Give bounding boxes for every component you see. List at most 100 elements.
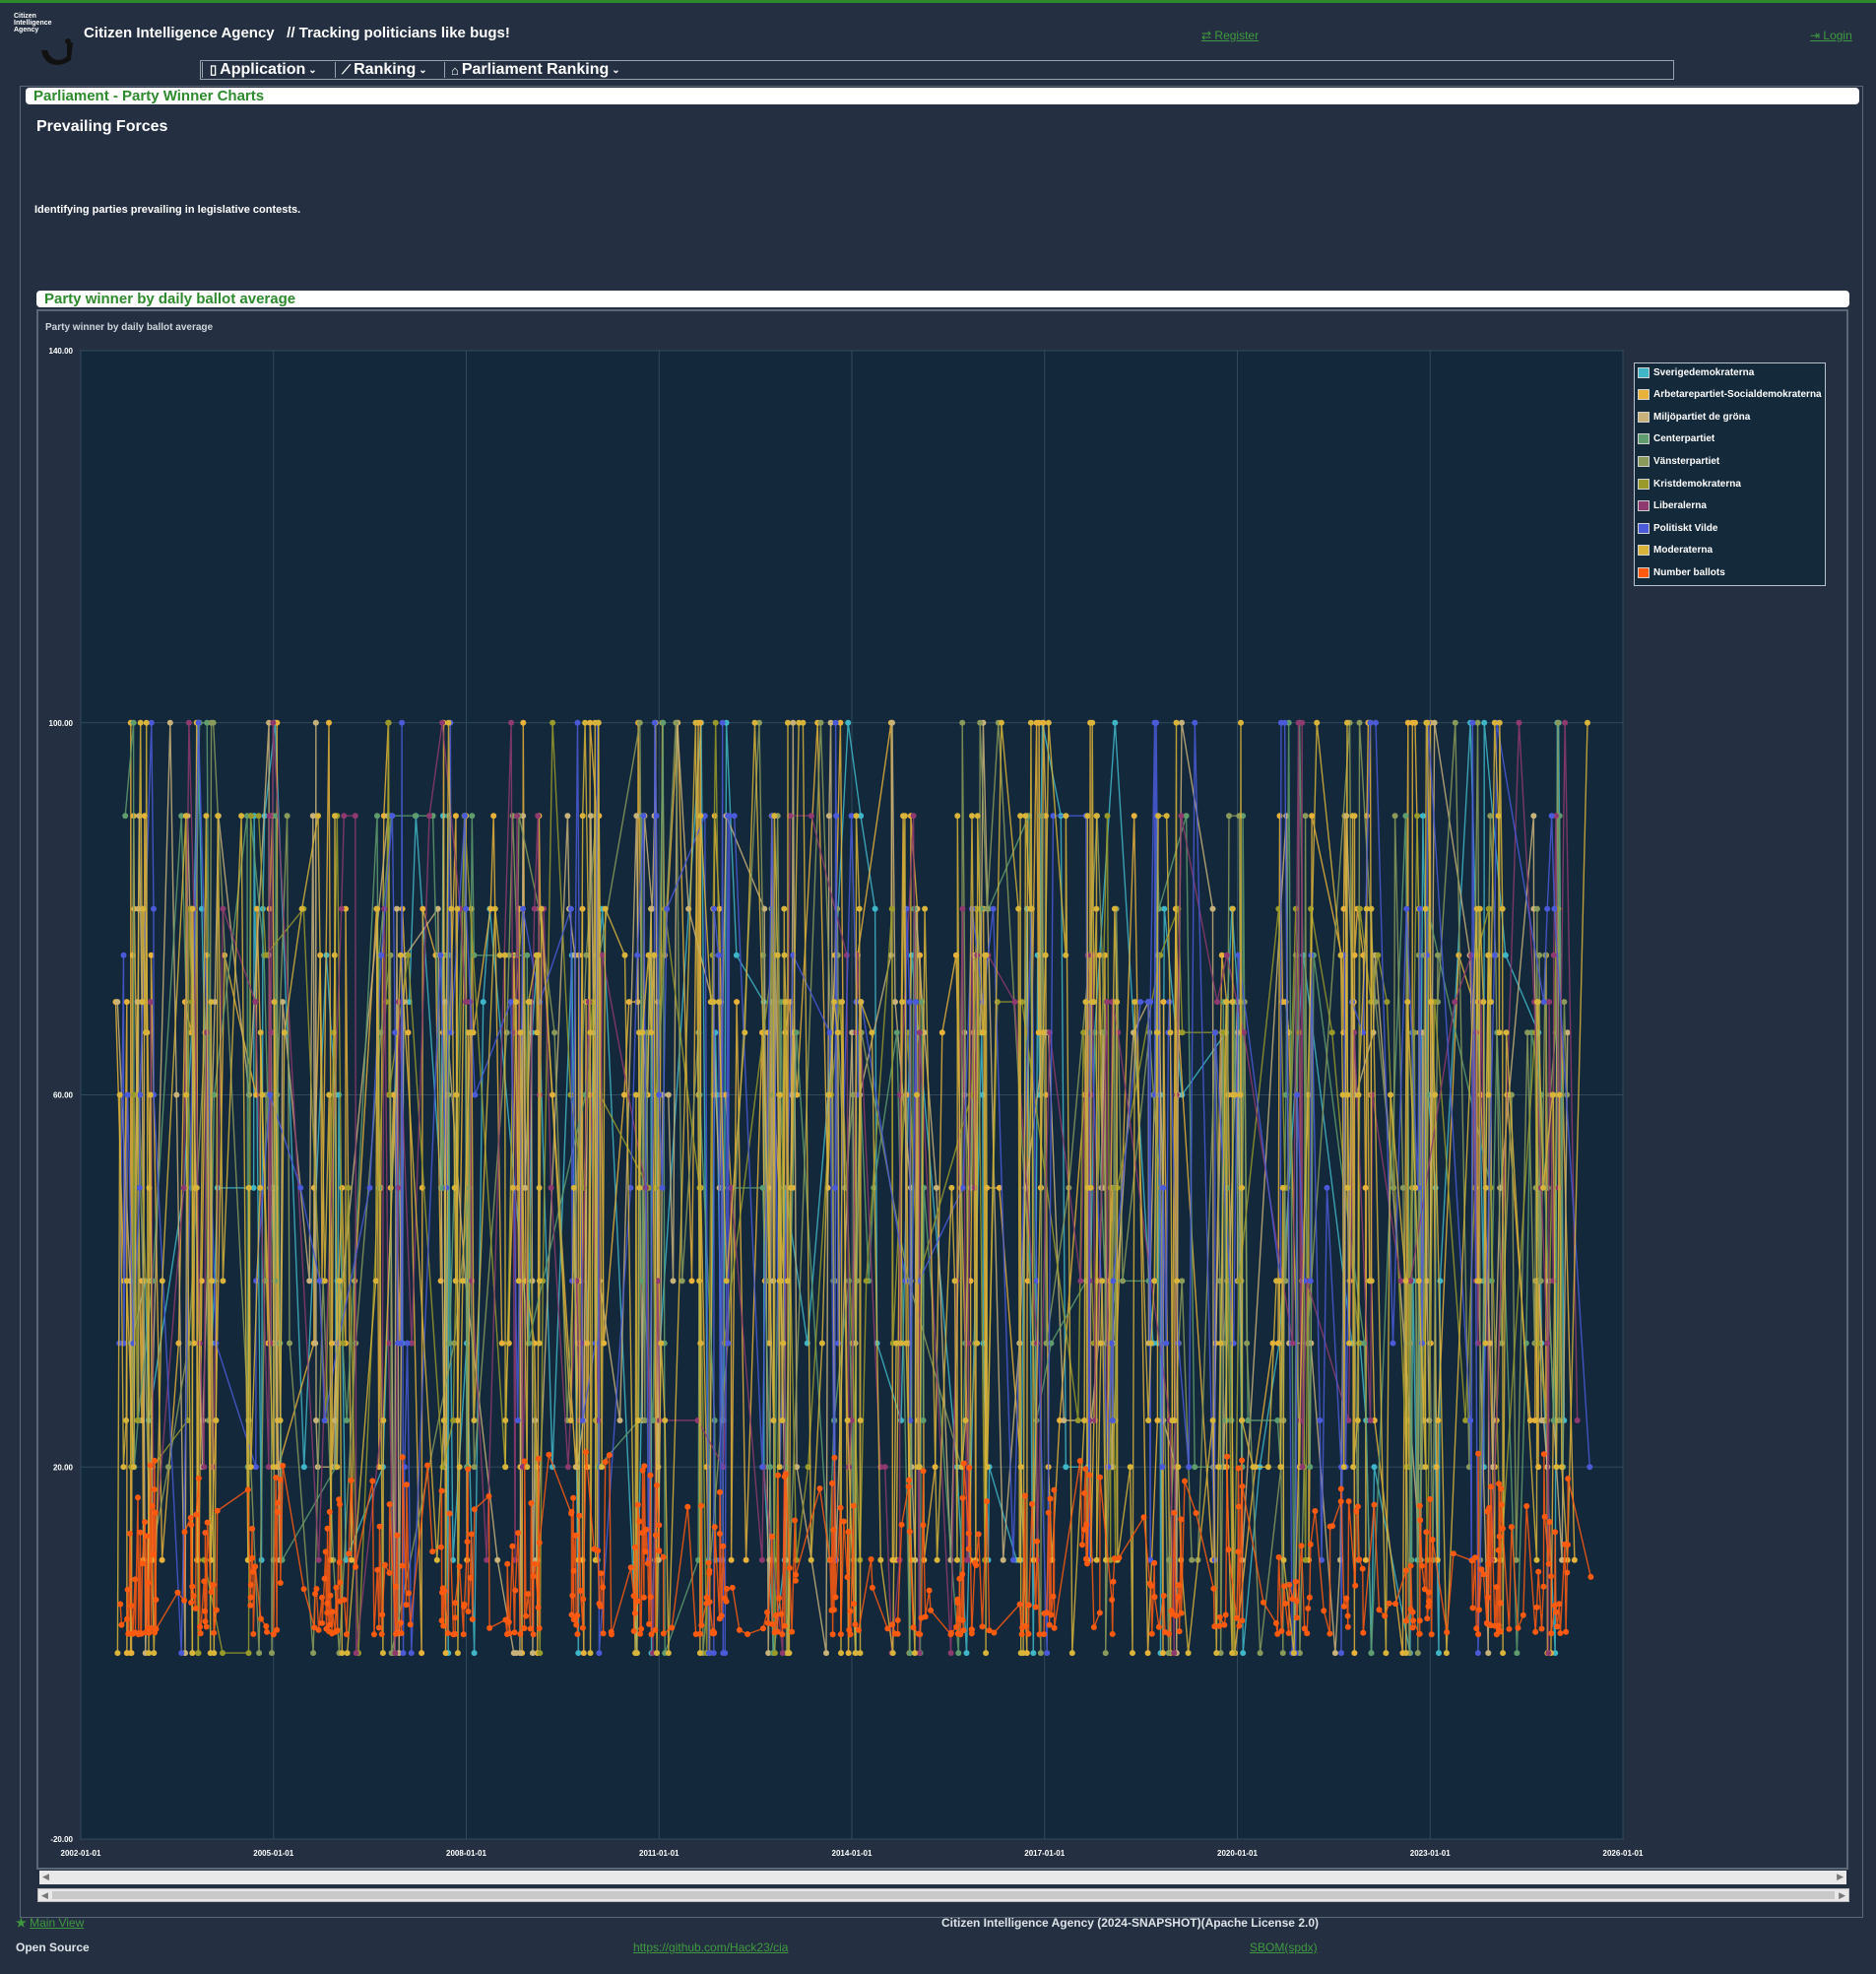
- data-point[interactable]: [1147, 1340, 1154, 1347]
- data-point[interactable]: [645, 952, 652, 958]
- data-point[interactable]: [1036, 1631, 1043, 1638]
- data-point[interactable]: [178, 813, 185, 820]
- data-point[interactable]: [1040, 1029, 1047, 1036]
- data-point[interactable]: [1558, 1464, 1565, 1471]
- data-point[interactable]: [751, 719, 758, 726]
- data-point[interactable]: [706, 1567, 713, 1574]
- data-point[interactable]: [889, 719, 895, 726]
- data-point[interactable]: [837, 1504, 844, 1511]
- data-point[interactable]: [1097, 1340, 1104, 1347]
- data-point[interactable]: [1160, 1184, 1167, 1191]
- data-point[interactable]: [780, 1340, 787, 1347]
- data-point[interactable]: [490, 813, 497, 820]
- data-point[interactable]: [1553, 1464, 1560, 1471]
- data-point[interactable]: [275, 1499, 282, 1506]
- data-point[interactable]: [255, 813, 262, 820]
- data-point[interactable]: [1068, 1650, 1075, 1657]
- data-point[interactable]: [776, 1595, 783, 1602]
- data-point[interactable]: [118, 1621, 125, 1628]
- data-point[interactable]: [1550, 952, 1557, 958]
- data-point[interactable]: [580, 1650, 587, 1657]
- data-point[interactable]: [986, 1627, 993, 1634]
- data-point[interactable]: [912, 1650, 918, 1657]
- data-point[interactable]: [397, 952, 404, 958]
- data-point[interactable]: [252, 1563, 259, 1570]
- data-point[interactable]: [816, 1485, 823, 1492]
- data-point[interactable]: [321, 1575, 328, 1582]
- data-point[interactable]: [1548, 1573, 1554, 1580]
- data-point[interactable]: [1229, 905, 1236, 912]
- data-point[interactable]: [1137, 999, 1144, 1006]
- data-point[interactable]: [651, 952, 658, 958]
- data-point[interactable]: [640, 1594, 647, 1601]
- data-point[interactable]: [1239, 1184, 1246, 1191]
- data-point[interactable]: [189, 1583, 196, 1590]
- data-point[interactable]: [1082, 999, 1089, 1006]
- data-point[interactable]: [321, 1278, 328, 1284]
- data-point[interactable]: [1344, 1184, 1351, 1191]
- data-point[interactable]: [1354, 1417, 1361, 1423]
- menu-ranking[interactable]: ⟋ Ranking ⌄: [342, 61, 427, 79]
- data-point[interactable]: [826, 1029, 833, 1036]
- data-point[interactable]: [1556, 1417, 1563, 1423]
- data-point[interactable]: [392, 1650, 399, 1657]
- data-point[interactable]: [536, 1184, 543, 1191]
- data-point[interactable]: [461, 1601, 468, 1608]
- data-point[interactable]: [467, 1574, 474, 1581]
- data-point[interactable]: [1292, 1578, 1299, 1585]
- data-point[interactable]: [959, 905, 966, 912]
- data-point[interactable]: [380, 1417, 387, 1423]
- data-point[interactable]: [1245, 1417, 1252, 1423]
- data-point[interactable]: [309, 813, 316, 820]
- data-point[interactable]: [1427, 1496, 1434, 1502]
- data-point[interactable]: [126, 1530, 133, 1537]
- data-point[interactable]: [647, 1594, 654, 1601]
- data-point[interactable]: [1027, 719, 1034, 726]
- data-point[interactable]: [1550, 1091, 1557, 1098]
- data-point[interactable]: [1231, 1091, 1238, 1098]
- data-point[interactable]: [632, 1091, 639, 1098]
- data-point[interactable]: [1179, 719, 1185, 726]
- data-point[interactable]: [1545, 1650, 1552, 1657]
- data-point[interactable]: [1110, 1278, 1117, 1284]
- data-point[interactable]: [1363, 905, 1370, 912]
- data-point[interactable]: [959, 1616, 966, 1623]
- data-point[interactable]: [201, 1578, 208, 1585]
- data-point[interactable]: [1015, 905, 1022, 912]
- data-point[interactable]: [264, 1628, 270, 1635]
- data-point[interactable]: [965, 1556, 972, 1563]
- data-point[interactable]: [1356, 1340, 1362, 1347]
- data-point[interactable]: [1178, 1516, 1185, 1523]
- data-point[interactable]: [1274, 1630, 1281, 1637]
- data-point[interactable]: [577, 1587, 584, 1594]
- data-point[interactable]: [266, 813, 273, 820]
- data-point[interactable]: [570, 1494, 577, 1501]
- data-point[interactable]: [1223, 952, 1230, 958]
- data-point[interactable]: [1428, 1631, 1435, 1638]
- data-point[interactable]: [465, 1609, 472, 1614]
- data-point[interactable]: [1179, 1029, 1186, 1036]
- data-point[interactable]: [331, 952, 338, 958]
- data-point[interactable]: [1565, 1476, 1572, 1482]
- data-point[interactable]: [1297, 1417, 1304, 1423]
- data-point[interactable]: [1485, 952, 1492, 958]
- data-point[interactable]: [1176, 1582, 1183, 1589]
- data-point[interactable]: [338, 905, 345, 912]
- data-point[interactable]: [494, 1556, 501, 1563]
- data-point[interactable]: [776, 1464, 783, 1471]
- data-point[interactable]: [131, 1091, 137, 1098]
- data-point[interactable]: [852, 1650, 859, 1657]
- data-point[interactable]: [697, 719, 704, 726]
- data-point[interactable]: [1359, 1565, 1366, 1572]
- data-point[interactable]: [1496, 1029, 1503, 1036]
- data-point[interactable]: [1337, 952, 1344, 958]
- data-point[interactable]: [845, 719, 852, 726]
- data-point[interactable]: [847, 1631, 854, 1638]
- data-point[interactable]: [984, 1498, 991, 1505]
- data-point[interactable]: [1296, 1650, 1303, 1657]
- data-point[interactable]: [962, 1417, 969, 1423]
- data-point[interactable]: [696, 1184, 703, 1191]
- data-point[interactable]: [760, 1625, 766, 1632]
- data-point[interactable]: [337, 1501, 343, 1508]
- data-point[interactable]: [152, 1509, 159, 1516]
